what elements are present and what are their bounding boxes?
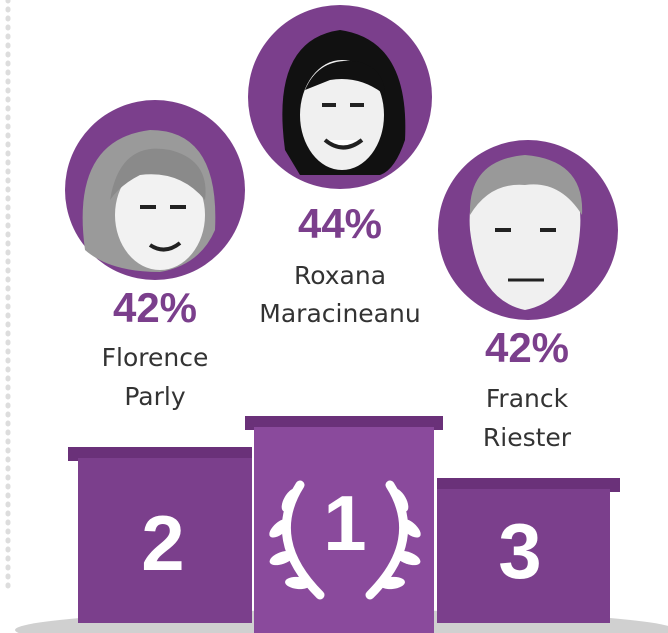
name-line: Florence xyxy=(102,343,209,372)
name-line: Roxana xyxy=(294,261,386,290)
percent: 42% xyxy=(113,284,197,331)
podium-cap xyxy=(68,447,252,461)
podium-cap xyxy=(437,478,620,492)
name-line: Franck xyxy=(486,384,569,413)
rank: 1 xyxy=(323,479,366,567)
podium-block xyxy=(78,458,252,623)
name-line: Maracineanu xyxy=(259,299,420,328)
portrait-2 xyxy=(65,100,245,280)
percent: 42% xyxy=(485,324,569,371)
podium-cap xyxy=(245,416,443,430)
podium-block xyxy=(437,489,610,623)
percent: 44% xyxy=(298,200,382,247)
portrait-3 xyxy=(438,140,618,320)
name-line: Parly xyxy=(124,382,185,411)
rank: 3 xyxy=(498,507,541,595)
laurel-leaves xyxy=(269,488,421,590)
name-line: Riester xyxy=(483,423,572,452)
portrait-1 xyxy=(248,5,432,189)
rank: 2 xyxy=(141,499,184,587)
